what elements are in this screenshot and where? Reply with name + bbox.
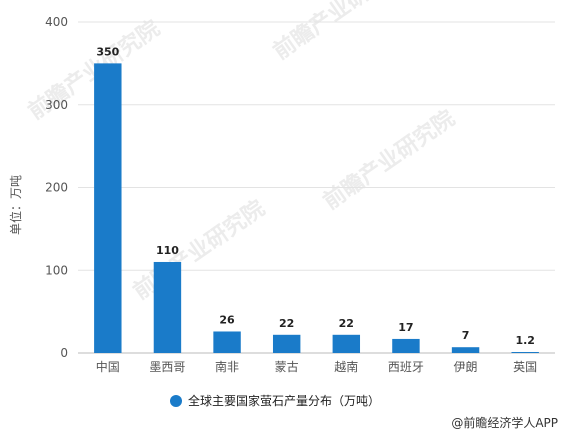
bar <box>392 338 420 353</box>
y-tick-label: 400 <box>45 15 68 29</box>
x-tick-label: 中国 <box>96 359 120 374</box>
data-label: 26 <box>219 313 235 326</box>
watermark-text: 前瞻产业研究院 <box>269 0 410 65</box>
x-tick-label: 越南 <box>334 359 358 374</box>
x-tick-label: 西班牙 <box>388 360 424 374</box>
watermark-text: 前瞻产业研究院 <box>319 105 460 215</box>
bar <box>451 347 480 353</box>
x-tick-label: 伊朗 <box>454 360 478 374</box>
bar <box>332 334 361 353</box>
watermark-layer: 前瞻产业研究院前瞻产业研究院前瞻产业研究院前瞻产业研究院 <box>24 0 460 305</box>
y-tick-label: 100 <box>45 263 68 277</box>
bars <box>94 63 539 353</box>
gridlines <box>78 21 555 354</box>
data-label: 22 <box>339 317 354 330</box>
x-tick-label: 蒙古 <box>275 359 299 374</box>
y-axis-label: 单位：万吨 <box>8 175 23 235</box>
legend: 全球主要国家萤石产量分布（万吨） <box>170 392 380 409</box>
y-tick-label: 200 <box>45 181 68 195</box>
y-axis-ticks: 0 100 200 300 400 <box>45 15 68 360</box>
legend-label: 全球主要国家萤石产量分布（万吨） <box>188 394 381 408</box>
bar <box>213 331 241 353</box>
bar <box>511 352 539 353</box>
data-label: 7 <box>462 329 470 342</box>
x-tick-label: 南非 <box>215 359 239 374</box>
y-tick-label: 300 <box>45 98 68 112</box>
bar <box>94 63 122 353</box>
x-tick-label: 墨西哥 <box>149 360 185 374</box>
data-label: 110 <box>156 244 179 257</box>
bar <box>153 261 182 353</box>
x-axis-ticks: 中国 墨西哥 南非 蒙古 越南 西班牙 伊朗 英国 <box>96 359 537 374</box>
data-labels: 350 110 26 22 22 17 7 1.2 <box>96 45 535 347</box>
x-tick-label: 英国 <box>513 360 537 374</box>
y-tick-label: 0 <box>60 346 68 360</box>
legend-marker <box>170 394 182 407</box>
bar <box>272 334 301 353</box>
data-label: 350 <box>96 45 119 58</box>
credit-text: @前瞻经济学人APP <box>451 416 558 430</box>
data-label: 22 <box>279 317 294 330</box>
data-label: 1.2 <box>515 334 535 347</box>
watermark-text: 前瞻产业研究院 <box>129 195 270 305</box>
data-label: 17 <box>398 321 413 334</box>
